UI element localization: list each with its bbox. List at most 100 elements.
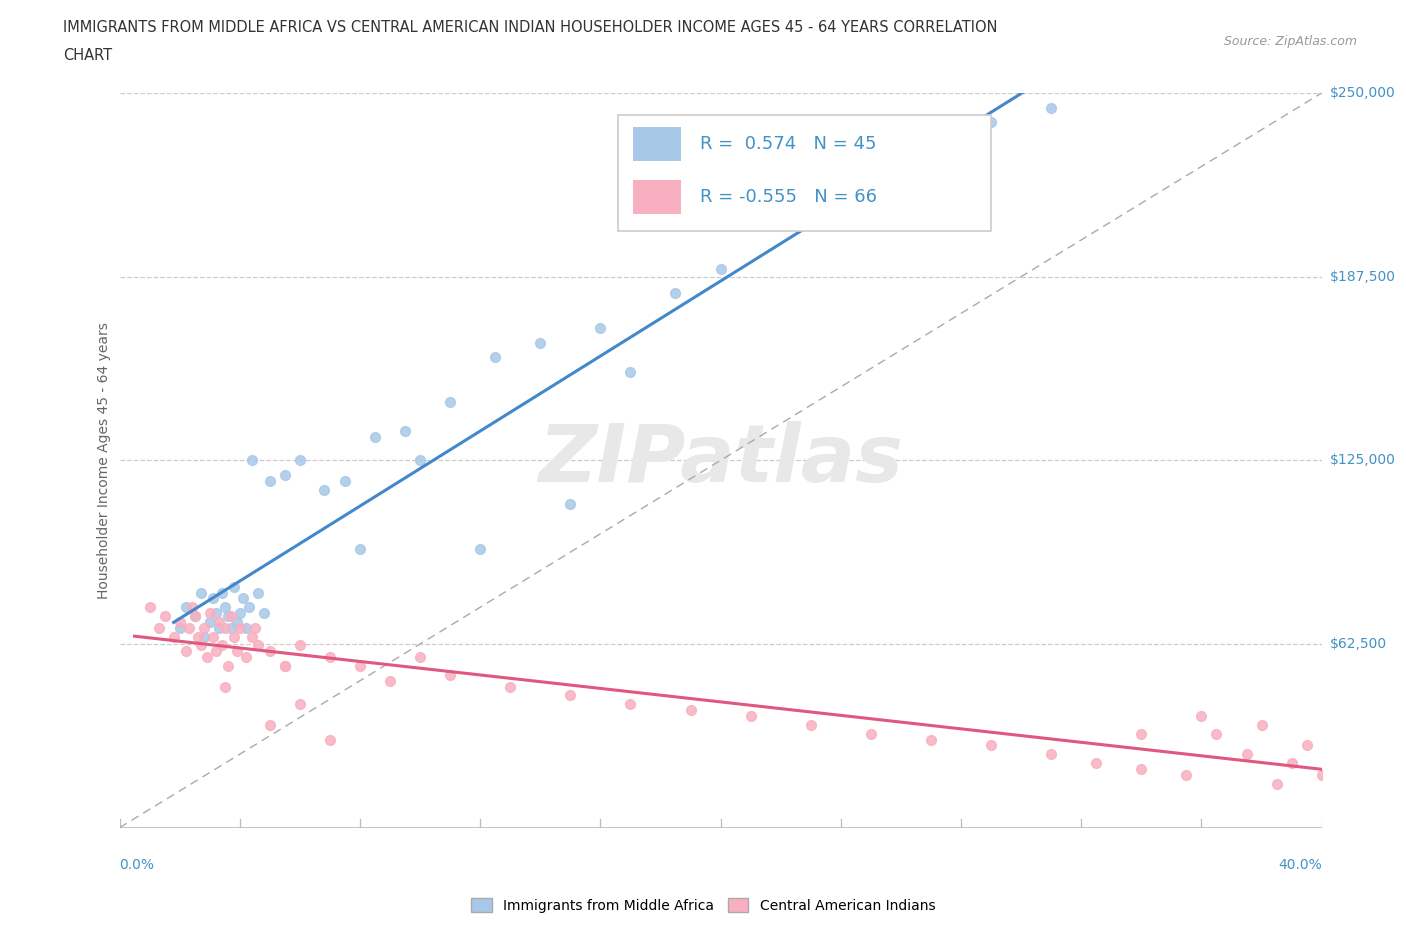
Point <box>219 608 242 623</box>
Point <box>193 630 215 644</box>
Point <box>1310 767 1333 782</box>
Point <box>204 644 226 658</box>
FancyBboxPatch shape <box>619 115 991 232</box>
Point <box>177 620 200 635</box>
Point <box>409 650 432 665</box>
Point <box>183 608 205 623</box>
Point <box>288 453 311 468</box>
Point <box>232 591 254 606</box>
Text: $62,500: $62,500 <box>1330 637 1388 651</box>
Point <box>1040 747 1063 762</box>
Point <box>190 585 212 600</box>
Point <box>222 579 245 594</box>
Point <box>589 321 612 336</box>
Point <box>198 605 221 620</box>
Point <box>228 620 252 635</box>
Point <box>769 218 792 232</box>
Point <box>1236 747 1258 762</box>
Point <box>319 650 342 665</box>
Point <box>208 615 231 630</box>
Point <box>228 605 252 620</box>
Point <box>235 650 257 665</box>
Point <box>1175 767 1198 782</box>
Point <box>187 630 209 644</box>
Point <box>198 615 221 630</box>
Point <box>190 638 212 653</box>
Point <box>904 144 927 159</box>
Point <box>274 658 297 673</box>
Point <box>980 115 1002 130</box>
Point <box>1340 747 1362 762</box>
Point <box>1265 777 1288 791</box>
Point <box>560 497 582 512</box>
Point <box>409 453 432 468</box>
FancyBboxPatch shape <box>633 180 681 214</box>
Text: CHART: CHART <box>63 48 112 63</box>
Point <box>920 732 942 747</box>
Point <box>235 620 257 635</box>
Point <box>349 541 371 556</box>
Point <box>1130 762 1153 777</box>
Point <box>349 658 371 673</box>
Point <box>169 615 191 630</box>
Point <box>201 630 224 644</box>
Text: Source: ZipAtlas.com: Source: ZipAtlas.com <box>1223 35 1357 48</box>
Point <box>204 605 226 620</box>
Point <box>259 717 281 732</box>
Point <box>1295 738 1317 753</box>
Point <box>238 600 260 615</box>
FancyBboxPatch shape <box>633 126 681 161</box>
Point <box>138 600 160 615</box>
Point <box>1130 726 1153 741</box>
Point <box>246 585 269 600</box>
Point <box>246 638 269 653</box>
Point <box>211 585 233 600</box>
Point <box>217 658 239 673</box>
Point <box>259 644 281 658</box>
Point <box>193 620 215 635</box>
Point <box>180 600 202 615</box>
Point <box>830 189 852 204</box>
Point <box>1040 100 1063 115</box>
Point <box>240 453 263 468</box>
Point <box>859 726 882 741</box>
Point <box>214 679 236 694</box>
Point <box>201 591 224 606</box>
Point <box>560 688 582 703</box>
Point <box>619 697 641 711</box>
Text: IMMIGRANTS FROM MIDDLE AFRICA VS CENTRAL AMERICAN INDIAN HOUSEHOLDER INCOME AGES: IMMIGRANTS FROM MIDDLE AFRICA VS CENTRAL… <box>63 20 998 35</box>
Point <box>468 541 492 556</box>
Point <box>394 423 416 438</box>
Point <box>253 605 276 620</box>
Point <box>174 600 197 615</box>
Y-axis label: Householder Income Ages 45 - 64 years: Householder Income Ages 45 - 64 years <box>97 322 111 599</box>
Point <box>1326 755 1348 770</box>
Point <box>162 630 184 644</box>
Point <box>208 620 231 635</box>
Point <box>174 644 197 658</box>
Point <box>1355 767 1378 782</box>
Point <box>240 630 263 644</box>
Point <box>484 350 506 365</box>
Point <box>1281 755 1303 770</box>
Text: $250,000: $250,000 <box>1330 86 1396 100</box>
Point <box>439 668 461 683</box>
Point <box>214 600 236 615</box>
Point <box>288 638 311 653</box>
Text: 40.0%: 40.0% <box>1278 858 1322 872</box>
Point <box>225 644 247 658</box>
Point <box>288 697 311 711</box>
Point <box>364 430 387 445</box>
Point <box>222 630 245 644</box>
Point <box>214 620 236 635</box>
Text: $125,000: $125,000 <box>1330 453 1396 468</box>
Point <box>243 620 266 635</box>
Point <box>319 732 342 747</box>
Point <box>169 620 191 635</box>
Point <box>980 738 1002 753</box>
Point <box>183 608 205 623</box>
Point <box>225 615 247 630</box>
Text: R =  0.574   N = 45: R = 0.574 N = 45 <box>700 135 876 153</box>
Point <box>148 620 170 635</box>
Point <box>619 365 641 379</box>
